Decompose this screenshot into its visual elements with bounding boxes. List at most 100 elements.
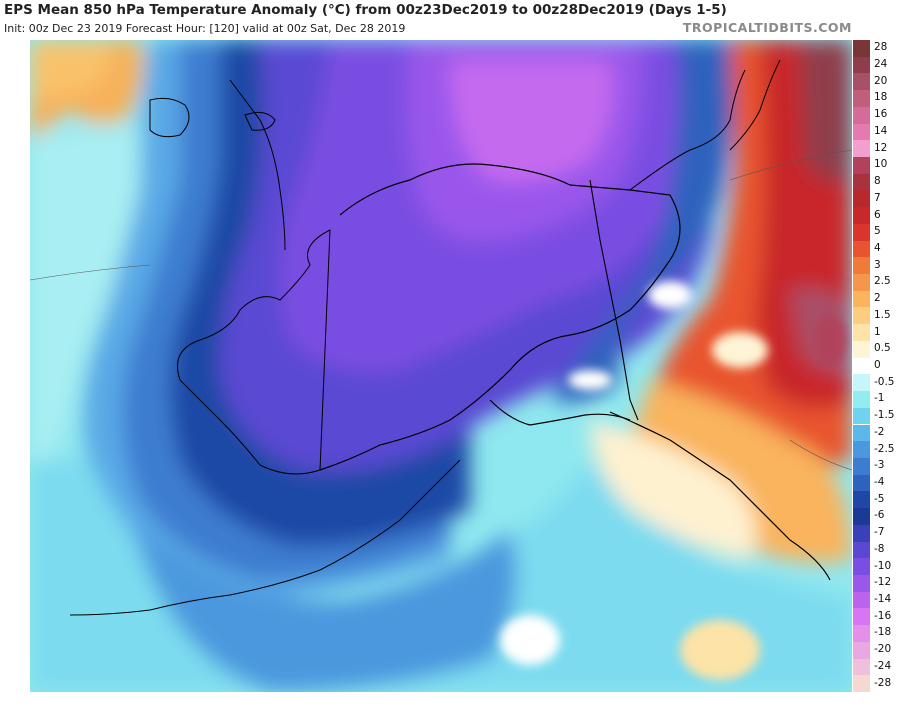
legend-label: 20 bbox=[874, 74, 888, 87]
legend-swatch bbox=[853, 274, 870, 291]
us-canada-border bbox=[589, 179, 639, 421]
legend-entry: 8 bbox=[853, 173, 900, 191]
legend-label: -1 bbox=[874, 392, 885, 405]
legend-label: -12 bbox=[874, 576, 892, 589]
legend-label: -3 bbox=[874, 459, 885, 472]
legend-swatch bbox=[853, 140, 870, 157]
legend-entry: -1.5 bbox=[853, 407, 900, 425]
legend-label: 3 bbox=[874, 258, 881, 271]
legend-swatch bbox=[853, 574, 870, 592]
legend-label: 14 bbox=[874, 124, 888, 137]
legend-entry: -20 bbox=[853, 641, 900, 659]
legend-entry: -12 bbox=[853, 574, 900, 592]
legend-label: 24 bbox=[874, 58, 888, 71]
legend-entry: 28 bbox=[853, 40, 900, 57]
legend-label: 7 bbox=[874, 191, 881, 204]
map-title: EPS Mean 850 hPa Temperature Anomaly (°C… bbox=[4, 2, 727, 18]
legend-swatch bbox=[853, 307, 870, 325]
legend-entry: 24 bbox=[853, 56, 900, 74]
legend-entry: 2 bbox=[853, 290, 900, 308]
legend-swatch bbox=[853, 190, 870, 208]
legend-entry: -10 bbox=[853, 558, 900, 575]
legend-label: 28 bbox=[874, 41, 888, 54]
legend-entry: -2.5 bbox=[853, 441, 900, 458]
legend-entry: 16 bbox=[853, 106, 900, 124]
legend-swatch bbox=[853, 56, 870, 74]
legend-swatch bbox=[853, 407, 870, 425]
legend-label: -7 bbox=[874, 526, 885, 539]
legend-swatch bbox=[853, 123, 870, 141]
legend-swatch bbox=[853, 524, 870, 542]
legend-swatch bbox=[853, 508, 870, 525]
legend-label: 6 bbox=[874, 208, 881, 221]
legend-swatch bbox=[853, 658, 870, 676]
legend-entry: -2 bbox=[853, 424, 900, 442]
legend-entry: -24 bbox=[853, 658, 900, 676]
legend-swatch bbox=[853, 491, 870, 509]
legend-entry: 14 bbox=[853, 123, 900, 141]
anomaly-highlights bbox=[500, 281, 846, 680]
legend-swatch bbox=[853, 290, 870, 308]
legend-swatch bbox=[853, 441, 870, 458]
legend-entry: -14 bbox=[853, 591, 900, 609]
legend-swatch bbox=[853, 157, 870, 174]
legend-entry: -18 bbox=[853, 625, 900, 642]
legend-entry: 20 bbox=[853, 73, 900, 91]
legend-entry: -6 bbox=[853, 508, 900, 525]
borders-minor bbox=[30, 149, 852, 471]
legend-swatch bbox=[853, 173, 870, 191]
legend-swatch bbox=[853, 625, 870, 642]
legend-label: 5 bbox=[874, 225, 881, 238]
legend-label: -14 bbox=[874, 593, 892, 606]
legend-swatch bbox=[853, 90, 870, 107]
legend-swatch bbox=[853, 357, 870, 375]
legend-entry: -16 bbox=[853, 608, 900, 626]
legend-swatch bbox=[853, 223, 870, 241]
legend-entry: -5 bbox=[853, 491, 900, 509]
legend-swatch bbox=[853, 240, 870, 258]
legend-label: 0.5 bbox=[874, 342, 891, 355]
coastline-outlines bbox=[69, 59, 831, 616]
legend-label: -5 bbox=[874, 492, 885, 505]
legend-entry: -8 bbox=[853, 541, 900, 559]
legend-entry: 18 bbox=[853, 90, 900, 107]
init-valid-line: Init: 00z Dec 23 2019 Forecast Hour: [12… bbox=[4, 22, 406, 35]
legend-label: 1 bbox=[874, 325, 881, 338]
legend-label: -1.5 bbox=[874, 409, 895, 422]
legend-entry: -4 bbox=[853, 474, 900, 492]
legend-swatch bbox=[853, 457, 870, 475]
legend-entry: -1 bbox=[853, 391, 900, 408]
legend-label: 12 bbox=[874, 141, 888, 154]
legend-swatch bbox=[853, 474, 870, 492]
legend-swatch bbox=[853, 641, 870, 659]
legend-swatch bbox=[853, 73, 870, 91]
legend-label: -18 bbox=[874, 626, 892, 639]
legend-swatch bbox=[853, 391, 870, 408]
legend-entry: 1 bbox=[853, 324, 900, 341]
legend-entry: -28 bbox=[853, 675, 900, 692]
legend-swatch bbox=[853, 675, 870, 692]
legend-label: 2.5 bbox=[874, 275, 891, 288]
legend-label: 0 bbox=[874, 358, 881, 371]
legend-swatch bbox=[853, 257, 870, 275]
legend-swatch bbox=[853, 106, 870, 124]
legend-label: -0.5 bbox=[874, 375, 895, 388]
legend-entry: 5 bbox=[853, 223, 900, 241]
legend-label: 16 bbox=[874, 108, 888, 121]
legend-entry: 7 bbox=[853, 190, 900, 208]
legend-entry: 12 bbox=[853, 140, 900, 157]
legend-label: -2 bbox=[874, 425, 885, 438]
site-watermark[interactable]: TROPICALTIDBITS.COM bbox=[682, 20, 852, 35]
legend-label: -2.5 bbox=[874, 442, 895, 455]
legend-entry: -0.5 bbox=[853, 374, 900, 392]
legend-swatch bbox=[853, 324, 870, 341]
legend-label: 10 bbox=[874, 158, 888, 171]
legend-swatch bbox=[853, 591, 870, 609]
legend-swatch bbox=[853, 374, 870, 392]
anomaly-map[interactable] bbox=[30, 40, 852, 692]
legend-entry: 10 bbox=[853, 157, 900, 174]
legend-swatch bbox=[853, 207, 870, 224]
legend-entry: 3 bbox=[853, 257, 900, 275]
legend-entry: 0.5 bbox=[853, 340, 900, 358]
legend-swatch bbox=[853, 558, 870, 575]
